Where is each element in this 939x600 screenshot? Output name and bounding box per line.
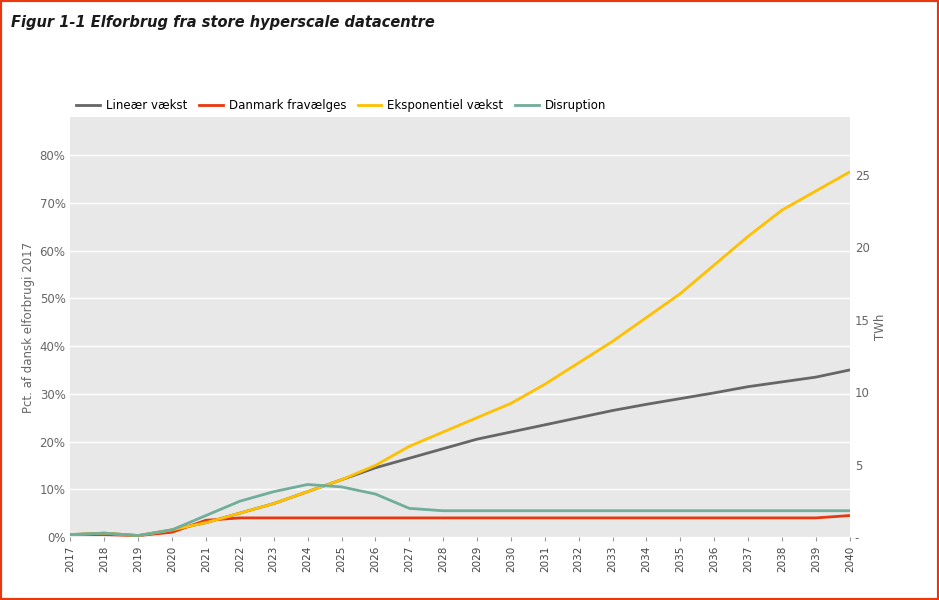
Legend: Lineær vækst, Danmark fravælges, Eksponentiel vækst, Disruption: Lineær vækst, Danmark fravælges, Ekspone…: [76, 99, 607, 112]
Text: Elforbrug i HSDC-moduler: Elforbrug i HSDC-moduler: [11, 67, 253, 85]
Y-axis label: TWh: TWh: [873, 314, 886, 340]
Y-axis label: Pct. af dansk elforbrugi 2017: Pct. af dansk elforbrugi 2017: [23, 241, 36, 413]
Text: Figur 1-1 Elforbrug fra store hyperscale datacentre: Figur 1-1 Elforbrug fra store hyperscale…: [11, 15, 435, 30]
